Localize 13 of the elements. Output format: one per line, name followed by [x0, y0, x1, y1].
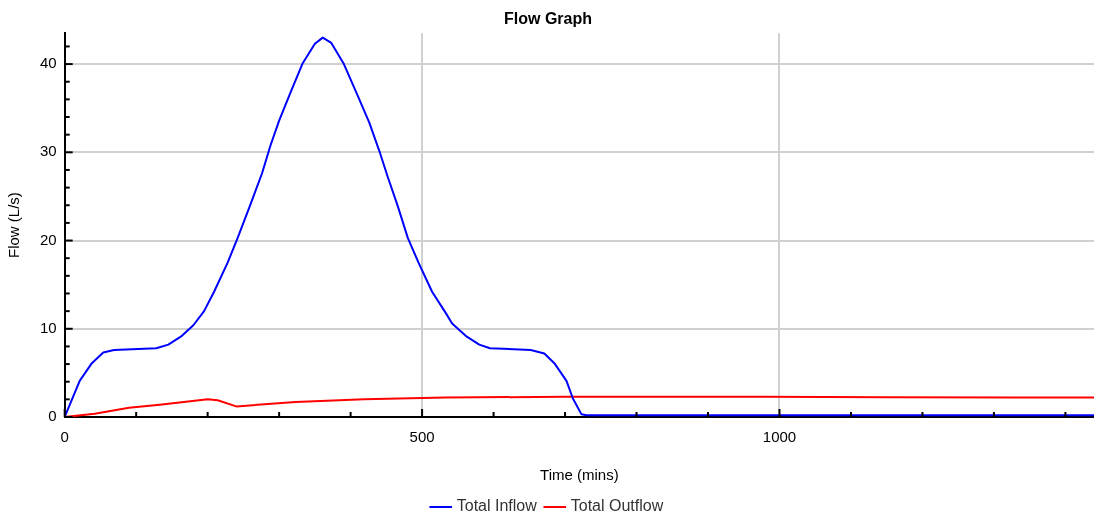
- legend-label: Total Inflow: [456, 497, 538, 515]
- legend-label: Total Outflow: [570, 497, 664, 515]
- y-tick-label: 40: [40, 54, 57, 72]
- y-tick-label: 0: [48, 407, 57, 425]
- y-tick-label: 20: [40, 230, 57, 248]
- y-tick-label: 30: [40, 142, 57, 160]
- x-tick-label: 1000: [762, 428, 797, 446]
- y-tick-label: 10: [40, 318, 57, 336]
- y-axis-title: Flow (L/s): [5, 192, 23, 259]
- x-tick-label: 0: [60, 428, 69, 446]
- x-axis-title: Time (mins): [540, 466, 619, 484]
- x-tick-label: 500: [409, 428, 435, 446]
- chart-title: Flow Graph: [504, 10, 592, 28]
